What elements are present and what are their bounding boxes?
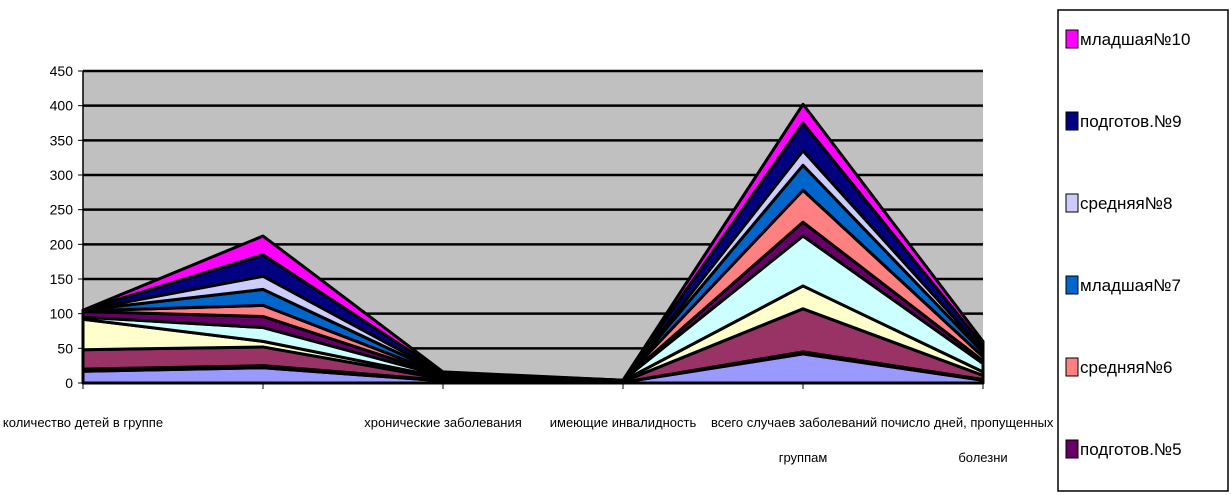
series-area-10 (81, 102, 985, 382)
legend-swatch (1065, 111, 1079, 131)
y-tick-label: 0 (65, 375, 73, 391)
y-tick-label: 350 (50, 132, 74, 148)
legend-swatch (1065, 275, 1079, 295)
legend-label: младшая№7 (1080, 276, 1181, 295)
legend-swatch (1065, 193, 1079, 213)
y-tick-label: 50 (57, 340, 73, 356)
x-category-label: всего случаев заболеваний по (711, 415, 895, 430)
x-category-label: болезни (958, 450, 1007, 465)
y-tick-label: 200 (50, 236, 74, 252)
legend-label: средняя№8 (1080, 194, 1172, 213)
y-tick-label: 300 (50, 167, 74, 183)
y-tick-label: 450 (50, 63, 74, 79)
x-category-label: хронические заболевания (364, 415, 522, 430)
legend-label: подготов.№9 (1080, 112, 1182, 131)
legend-swatch (1065, 357, 1079, 377)
y-tick-label: 250 (50, 202, 74, 218)
x-axis-ticks: количество детей в группе хронические заб… (3, 383, 1071, 465)
legend-label: средняя№6 (1080, 358, 1172, 377)
x-category-label: количество детей в группе (3, 415, 163, 430)
legend-label: младшая№10 (1080, 30, 1190, 49)
legend-swatch (1065, 29, 1079, 49)
legend-box (1057, 9, 1229, 492)
x-category-label: число дней, пропущенных по (895, 415, 1072, 430)
y-tick-label: 100 (50, 306, 74, 322)
y-tick-label: 400 (50, 98, 74, 114)
x-category-label: имеющие инвалидность (550, 415, 697, 430)
legend: младшая№10 подготов.№9 средняя№8 младшая№7 с… (1065, 29, 1190, 459)
legend-label: подготов.№5 (1080, 440, 1182, 459)
y-axis-ticks: 0 50 100 150 200 250 300 350 400 450 (50, 63, 83, 391)
y-tick-label: 150 (50, 271, 74, 287)
legend-swatch (1065, 439, 1079, 459)
x-category-label: группам (779, 450, 828, 465)
